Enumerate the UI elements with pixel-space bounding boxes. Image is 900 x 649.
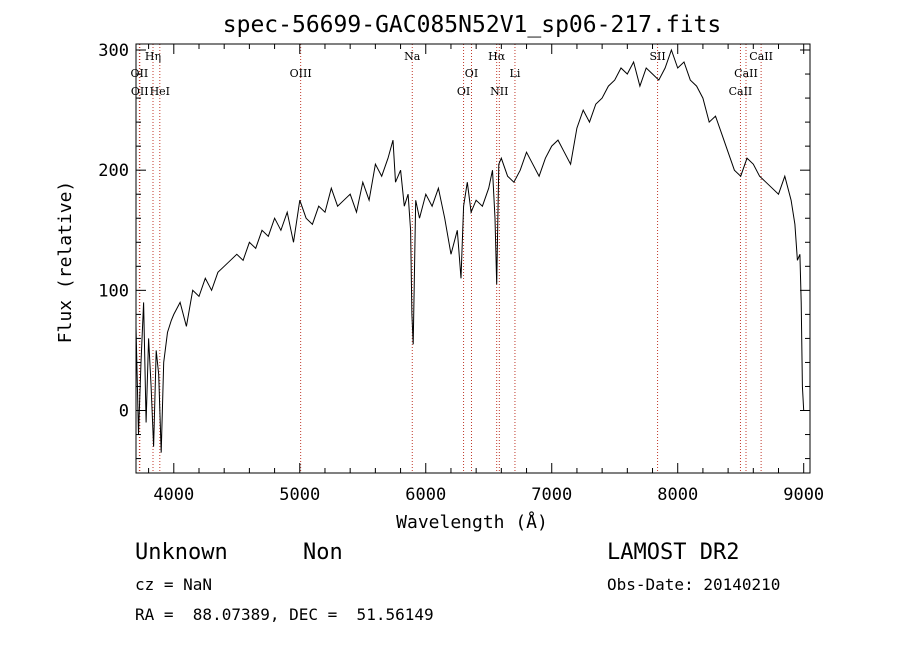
y-axis-ticks: 0 100 200 300 <box>98 41 810 460</box>
survey-name: LAMOST DR2 <box>607 540 740 565</box>
line-label: Na <box>404 50 421 63</box>
object-class: Unknown <box>135 540 228 565</box>
line-label: NII <box>490 85 508 98</box>
line-label: Hη <box>145 50 161 63</box>
line-label: Hα <box>488 50 506 63</box>
line-label: SII <box>649 50 665 63</box>
x-tick-label: 7000 <box>531 485 572 505</box>
spectrum-layer <box>135 48 805 453</box>
line-label: OII <box>131 67 149 80</box>
line-label: Li <box>510 67 521 80</box>
y-axis-label: Flux (relative) <box>55 181 76 344</box>
line-label: OI <box>457 85 470 98</box>
line-label: CaII <box>734 67 758 80</box>
line-label: CaII <box>749 50 773 63</box>
line-label: OI <box>465 67 478 80</box>
plot-frame <box>135 43 811 474</box>
x-axis-ticks: 4000 5000 6000 7000 8000 9000 <box>148 44 824 505</box>
x-axis-label: Wavelength (Å) <box>396 511 548 533</box>
line-label: CaII <box>729 85 753 98</box>
y-tick-label: 100 <box>98 281 129 301</box>
y-tick-label: 300 <box>98 41 129 61</box>
observation-date: Obs-Date: 20140210 <box>607 575 781 594</box>
line-label: OII <box>131 85 149 98</box>
x-tick-label: 6000 <box>405 485 446 505</box>
chart-title: spec-56699-GAC085N52V1_sp06-217.fits <box>223 12 722 38</box>
y-tick-label: 200 <box>98 161 129 181</box>
line-label: OIII <box>290 67 312 80</box>
coordinates: RA = 88.07389, DEC = 51.56149 <box>135 605 434 624</box>
line-label: HeI <box>150 85 170 98</box>
x-tick-label: 4000 <box>153 485 194 505</box>
y-tick-label: 0 <box>119 402 129 422</box>
x-tick-label: 5000 <box>279 485 320 505</box>
spectrum-line <box>135 48 805 453</box>
redshift-value: cz = NaN <box>135 575 213 594</box>
x-tick-label: 9000 <box>783 485 824 505</box>
object-subclass: Non <box>303 540 343 565</box>
x-tick-label: 8000 <box>657 485 698 505</box>
